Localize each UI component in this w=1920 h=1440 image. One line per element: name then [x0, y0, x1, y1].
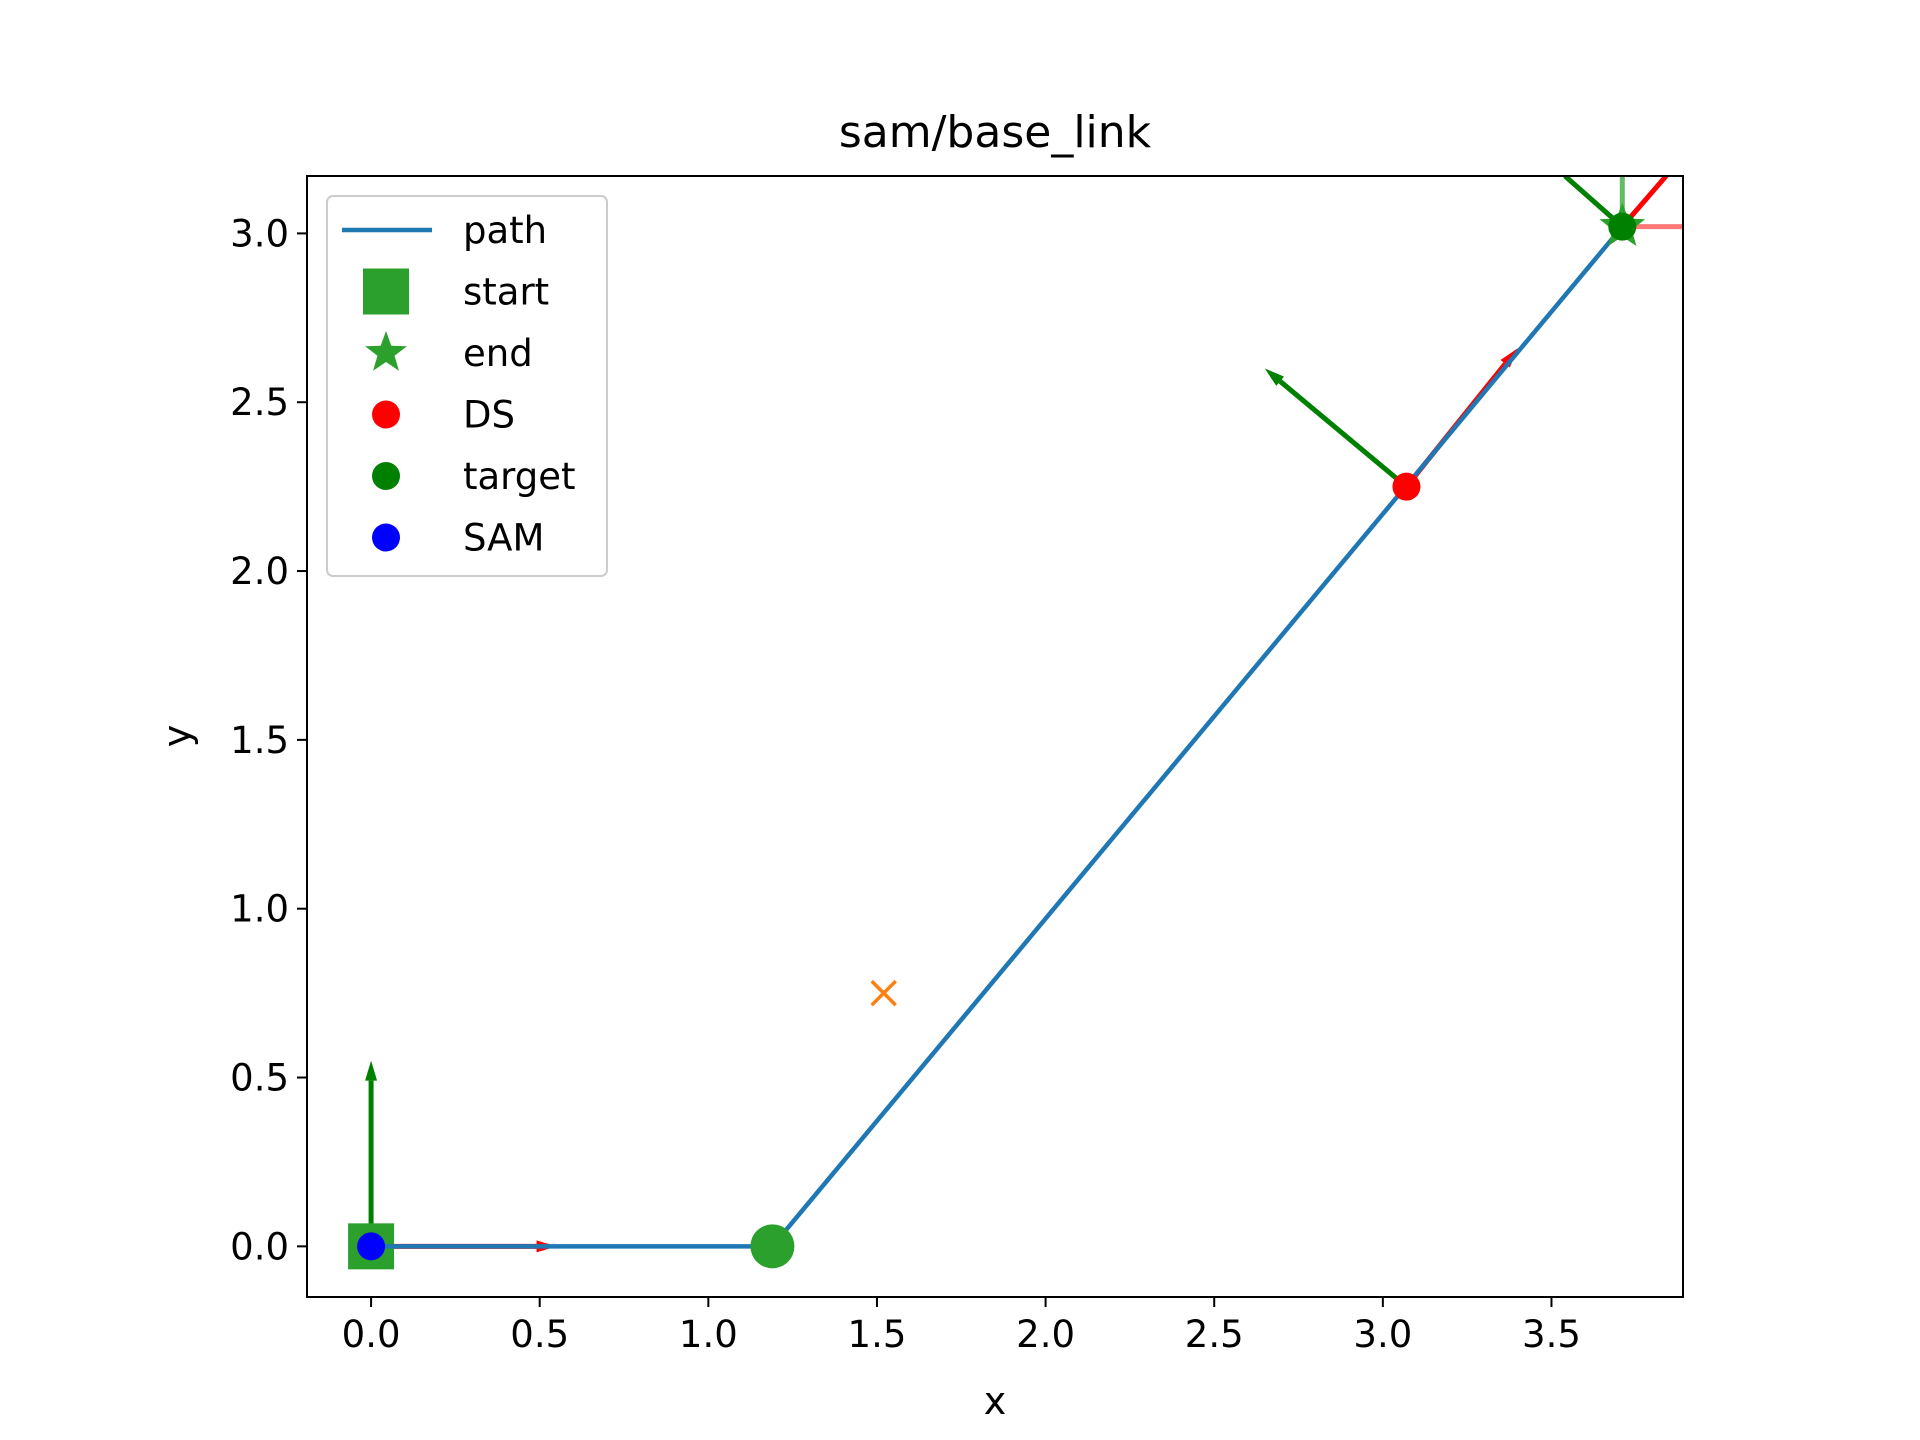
x-axis-label: x: [984, 1379, 1007, 1423]
sam-marker: [357, 1232, 386, 1261]
x-tick-label: 0.5: [510, 1313, 569, 1356]
y-tick-label: 2.0: [230, 550, 289, 593]
frame-arrow-2-head: [1500, 348, 1518, 368]
cross-stroke-b: [870, 979, 897, 1007]
legend-label: target: [463, 455, 576, 498]
frame-arrow-1-head: [365, 1060, 378, 1081]
legend-entry-start: start: [363, 268, 549, 315]
legend-entry-ds: DS: [372, 394, 515, 437]
y-tick-label: 1.5: [230, 719, 289, 762]
y-axis: 0.0 0.5 1.0 1.5 2.0 2.5 3.0: [230, 212, 307, 1268]
y-tick-label: 2.5: [230, 381, 289, 424]
legend-label: DS: [463, 394, 515, 437]
legend-circle-swatch: [372, 523, 400, 552]
y-axis-label: y: [155, 725, 199, 748]
legend: path start end DS target SAM: [326, 195, 608, 577]
y-tick-label: 0.5: [230, 1057, 289, 1100]
x-tick-label: 3.5: [1522, 1313, 1581, 1356]
y-tick-label: 3.0: [230, 212, 289, 255]
x-tick-label: 3.0: [1353, 1313, 1412, 1356]
axes-frame: [306, 175, 1684, 1298]
plot-area: [348, 176, 1683, 1270]
x-axis: 0.0 0.5 1.0 1.5 2.0 2.5 3.0 3.5: [342, 1297, 1581, 1356]
frame-arrow-3-head: [1264, 368, 1285, 386]
frame-arrow-1: [365, 1060, 378, 1247]
legend-label: end: [463, 332, 533, 375]
x-tick-label: 2.5: [1185, 1313, 1244, 1356]
legend-entry-end: end: [365, 331, 533, 375]
legend-star-swatch: [365, 331, 407, 371]
chart-title: sam/base_link: [839, 107, 1152, 158]
x-tick-label: 1.5: [848, 1313, 907, 1356]
legend-entry-sam: SAM: [372, 517, 544, 560]
y-tick-label: 1.0: [230, 888, 289, 931]
x-tick-label: 2.0: [1016, 1313, 1075, 1356]
legend-entry-target: target: [372, 455, 576, 498]
x-tick-label: 1.0: [679, 1313, 738, 1356]
legend-circle-swatch: [372, 400, 400, 429]
waypoint-marker: [750, 1224, 795, 1269]
legend-square-swatch: [363, 268, 409, 315]
x-tick-label: 0.0: [342, 1313, 401, 1356]
legend-label: start: [463, 271, 549, 314]
y-tick-label: 0.0: [230, 1225, 289, 1268]
frame-arrow-3-shaft: [1278, 379, 1409, 489]
target-marker: [1608, 212, 1637, 241]
legend-label: path: [463, 209, 547, 252]
frame-arrow-3: [1264, 368, 1409, 489]
legend-entry-path: path: [342, 209, 547, 252]
legend-label: SAM: [463, 517, 544, 560]
legend-circle-swatch: [372, 462, 400, 490]
cross-marker: [870, 979, 897, 1007]
ds-marker: [1392, 472, 1421, 501]
